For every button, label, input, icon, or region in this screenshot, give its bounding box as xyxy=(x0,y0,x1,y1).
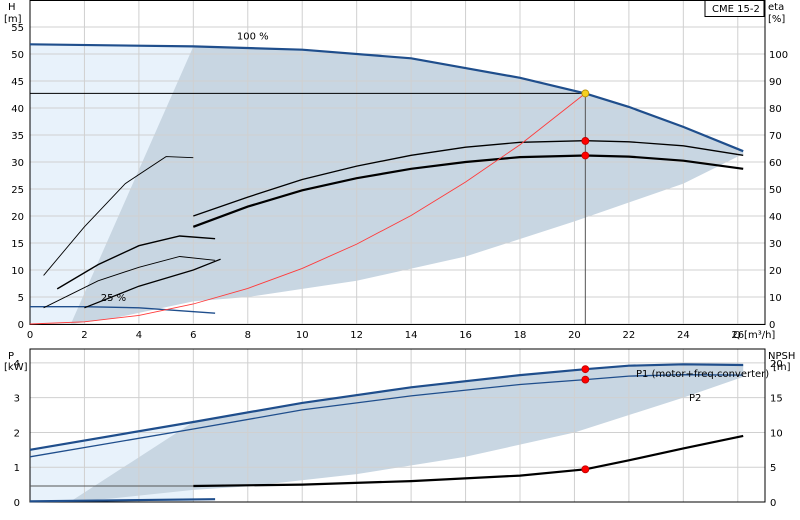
y-right-tick-label: 20 xyxy=(769,266,782,277)
p1-curve-label: P1 (motor+freq.converter) xyxy=(636,369,769,380)
y-right-tick-label: 0 xyxy=(770,498,776,509)
y-right-axis-unit: [m] xyxy=(773,362,791,373)
y-right-tick-label: 30 xyxy=(769,239,782,250)
y-left-tick-label: 0 xyxy=(14,498,20,509)
y-right-tick-label: 60 xyxy=(769,158,782,169)
y-left-axis-unit: [kW] xyxy=(4,362,28,373)
y-left-tick-label: 15 xyxy=(11,239,24,250)
curve-npsh xyxy=(193,434,744,488)
y-right-tick-label: 70 xyxy=(769,131,782,142)
curve-p-low xyxy=(29,498,216,503)
curve-label-100: 100 % xyxy=(237,31,269,42)
x-tick-label: 16 xyxy=(459,330,472,341)
x-tick-label: 20 xyxy=(568,330,581,341)
y-right-tick-label: 40 xyxy=(769,212,782,223)
y-right-tick-label: 10 xyxy=(769,293,782,304)
head-efficiency-panel: 0 2 4 6 8 10 12 14 16 18 20 22 24 2605101520253035404… xyxy=(4,0,788,341)
operating-point-marker xyxy=(581,465,590,474)
operating-point-marker xyxy=(581,365,590,374)
operating-point-marker xyxy=(581,89,590,98)
y-left-tick-label: 5 xyxy=(18,293,24,304)
y-right-tick-label: 10 xyxy=(770,428,783,439)
y-right-tick-label: 80 xyxy=(769,104,782,115)
title-box xyxy=(704,0,765,17)
plot-frame xyxy=(29,0,766,325)
curve-eta-motor-pump xyxy=(192,154,744,228)
y-left-tick-label: 35 xyxy=(11,131,24,142)
operating-point-marker xyxy=(581,137,590,145)
curve-eta-pump xyxy=(193,140,744,217)
operating-point-marker xyxy=(581,375,590,384)
y-right-axis-title: NPSH xyxy=(768,351,795,362)
curve-eta-low-1 xyxy=(84,258,221,309)
y-right-tick-label: 20 xyxy=(770,359,783,370)
x-tick-label: 4 xyxy=(136,330,142,341)
x-tick-label: 10 xyxy=(296,330,309,341)
y-left-tick-label: 25 xyxy=(11,185,24,196)
curve-h-ramp-1 xyxy=(43,156,194,276)
curve-eta-low-2 xyxy=(43,256,216,309)
y-right-tick-label: 0 xyxy=(769,320,775,331)
y-right-tick-label: 50 xyxy=(769,185,782,196)
y-left-tick-label: 10 xyxy=(11,266,24,277)
curve-system-curve xyxy=(29,93,586,325)
x-tick-label: 6 xyxy=(190,330,196,341)
x-tick-label: 12 xyxy=(350,330,363,341)
y-left-tick-label: 30 xyxy=(11,158,24,169)
y-left-tick-label: 50 xyxy=(11,50,24,61)
x-tick-label: 2 xyxy=(81,330,87,341)
x-tick-label: 22 xyxy=(623,330,636,341)
y-right-tick-label: 100 xyxy=(769,50,788,61)
curve-h-ramp-2 xyxy=(56,235,216,290)
y-left-tick-label: 55 xyxy=(11,23,24,34)
curve-p1 xyxy=(29,363,744,451)
y-left-tick-label: 45 xyxy=(11,77,24,88)
y-left-tick-label: 4 xyxy=(14,359,20,370)
curve-p2 xyxy=(29,374,744,458)
y-left-tick-label: 2 xyxy=(14,428,20,439)
plot-frame xyxy=(29,348,766,503)
p2-curve-label: P2 xyxy=(689,393,701,404)
y-right-axis-title: eta xyxy=(768,2,784,13)
y-left-tick-label: 0 xyxy=(18,320,24,331)
curve-h100 xyxy=(29,43,744,153)
y-right-tick-label: 5 xyxy=(770,463,776,474)
x-tick-label: 24 xyxy=(677,330,690,341)
y-right-axis-unit: [%] xyxy=(768,14,785,25)
y-left-axis-title: P xyxy=(8,351,14,362)
curve-h25 xyxy=(30,306,216,314)
x-tick-label: 0 xyxy=(27,330,33,341)
y-left-axis-title: H xyxy=(8,2,16,13)
y-left-tick-label: 40 xyxy=(11,104,24,115)
y-left-tick-label: 20 xyxy=(11,212,24,223)
y-right-tick-label: 15 xyxy=(770,394,783,405)
y-left-tick-label: 1 xyxy=(14,463,20,474)
y-right-tick-label: 90 xyxy=(769,77,782,88)
x-tick-label: 8 xyxy=(245,330,251,341)
operating-point-marker xyxy=(581,151,590,160)
chart-title: CME 15-2 xyxy=(712,4,760,15)
x-axis-title: Q [m³/h] xyxy=(733,330,775,341)
curve-label-25: 25 % xyxy=(101,293,126,304)
x-tick-label: 18 xyxy=(514,330,527,341)
y-left-axis-unit: [m] xyxy=(4,14,22,25)
operating-area xyxy=(70,46,744,324)
power-npsh-panel: 0 1 2 3 4 0 5 10 15 20 P[kW] NPSH[m] P1 (motor+freq.… xyxy=(4,348,795,509)
x-tick-label: 26 xyxy=(731,330,744,341)
x-tick-label: 14 xyxy=(405,330,418,341)
y-left-tick-label: 3 xyxy=(14,394,20,405)
